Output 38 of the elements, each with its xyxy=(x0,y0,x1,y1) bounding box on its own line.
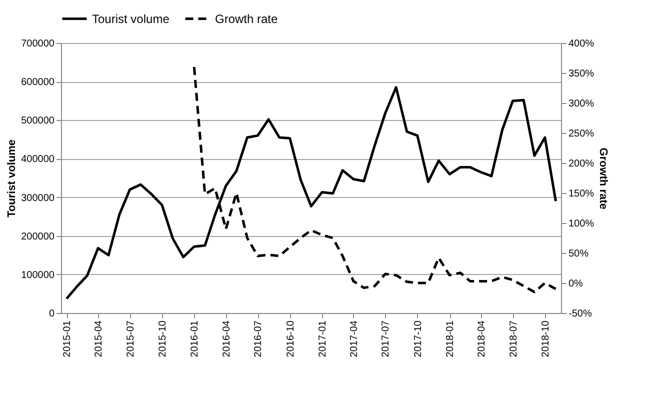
y-axis-title: Tourist volume xyxy=(6,139,18,218)
x-tick-label: 2016-01 xyxy=(190,320,201,358)
legend-label: Tourist volume xyxy=(92,12,170,26)
x-tick-label: 2015-10 xyxy=(157,320,168,358)
y-tick-label: 500000 xyxy=(21,116,55,127)
y2-tick-label: 0% xyxy=(568,278,584,290)
y2-tick-label: -50% xyxy=(568,308,592,320)
y2-tick-label: 300% xyxy=(568,98,594,110)
x-tick-label: 2015-04 xyxy=(94,320,105,358)
x-tick-label: 2018-04 xyxy=(476,320,488,358)
x-tick-label: 2016-10 xyxy=(285,320,296,358)
x-tick-label: 2018-10 xyxy=(540,320,552,358)
y2-tick-label: 400% xyxy=(568,38,594,50)
y-tick-label: 700000 xyxy=(21,38,55,50)
x-tick-label: 2017-07 xyxy=(380,320,392,358)
x-tick-label: 2017-01 xyxy=(318,320,329,358)
y2-tick-label: 150% xyxy=(568,188,594,200)
x-tick-label: 2016-04 xyxy=(221,320,232,358)
y2-axis-title: Growth rate xyxy=(597,148,610,210)
legend-label: Growth rate xyxy=(215,12,278,26)
y2-tick-label: 350% xyxy=(568,68,594,80)
y-tick-label: 100000 xyxy=(21,270,55,281)
y2-tick-label: 50% xyxy=(568,248,589,260)
x-tick-label: 2016-07 xyxy=(253,320,264,358)
x-tick-label: 2018-07 xyxy=(508,320,520,358)
y2-tick-label: 250% xyxy=(568,128,594,140)
x-tick-label: 2018-01 xyxy=(445,320,456,358)
y-tick-label: 400000 xyxy=(21,154,55,166)
x-tick-label: 2015-01 xyxy=(62,320,74,358)
y-tick-label: 300000 xyxy=(21,192,55,204)
x-tick-label: 2015-07 xyxy=(125,320,136,358)
y-tick-label: 200000 xyxy=(21,231,55,242)
x-tick-label: 2017-10 xyxy=(412,320,424,358)
y2-tick-label: 200% xyxy=(568,158,594,170)
y-tick-label: 0 xyxy=(48,308,55,320)
y-tick-label: 600000 xyxy=(21,77,55,88)
x-tick-label: 2017-04 xyxy=(348,320,360,358)
y2-tick-label: 100% xyxy=(568,218,594,230)
